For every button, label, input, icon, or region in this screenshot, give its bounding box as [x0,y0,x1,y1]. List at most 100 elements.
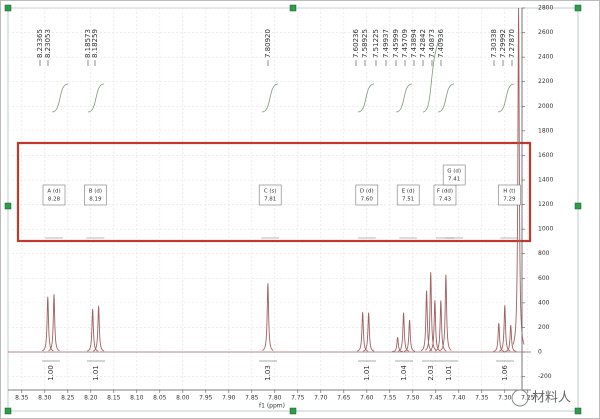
multiplet-label: B (d) [89,189,102,195]
x-tick-label: 7.25 [521,395,535,402]
y-tick-label: 1600 [538,152,553,159]
multiplet-shift: 8.28 [48,197,61,203]
peak [435,300,447,352]
peak [403,320,416,352]
y-tick-label: 1000 [538,226,553,233]
peak [397,312,410,352]
multiplet-label: F (dd) [437,189,453,195]
multiplet-box [42,184,66,206]
integral-label: 1.00 [47,365,55,381]
y-tick-label: 2400 [538,54,553,61]
peak-label: 7.58925 [361,29,369,58]
y-tick-label: -200 [538,373,552,380]
multiplet-shift: 7.60 [361,197,374,203]
y-tick-label: 2800 [538,5,553,12]
peak [440,274,452,351]
multiplet-box [442,164,466,186]
y-tick-label: 600 [538,275,550,282]
x-tick-label: 7.90 [222,395,236,402]
peak [420,290,433,352]
x-tick-label: 8.20 [84,395,98,402]
watermark-icon [511,389,529,407]
multiplet-box [84,184,107,206]
multiplet-label: G (d) [447,169,461,175]
peak [48,294,60,352]
watermark: 材料人 [532,391,571,406]
x-tick-label: 8.15 [107,395,121,402]
peak-label: 7.60236 [352,29,360,58]
peak-label: 7.51225 [372,29,380,58]
x-axis-label: f1 (ppm) [259,403,285,410]
integral-curves [51,39,515,113]
multiplet-box [355,184,379,206]
peak [505,324,517,352]
x-tick-label: 7.30 [498,395,512,402]
highlight-box [16,141,532,243]
integral-label: 1.01 [363,365,371,381]
integral-label: 1.01 [445,365,453,381]
peak-label: 7.42842 [419,29,427,58]
integral-label: 2.03 [427,365,435,381]
peak [429,300,441,352]
y-tick-label: 2200 [538,78,553,85]
peak-label: 7.40936 [437,29,445,58]
peak [493,323,505,352]
x-tick-label: 7.85 [245,395,259,402]
y-tick-label: 1400 [538,177,553,184]
peak-label: 8.18259 [91,29,99,58]
x-tick-label: 7.45 [429,395,443,402]
peak-label: 7.30338 [490,29,498,58]
peak-label: 7.45709 [401,29,409,58]
peak [86,308,99,352]
integral-label: 1.04 [400,365,408,381]
multiplet-box [498,184,521,206]
integral-label: 1.06 [501,365,509,381]
x-tick-label: 7.75 [291,395,305,402]
x-tick-label: 7.35 [475,395,489,402]
peak [362,312,375,352]
y-tick-label: 200 [538,324,550,331]
multiplet-box [258,184,282,206]
peak [512,8,525,345]
multiplet-label: H (t) [503,189,515,195]
y-tick-label: 400 [538,299,550,306]
peak-label: 7.80920 [264,29,272,58]
x-tick-label: 7.60 [360,395,374,402]
peak-label: 7.45999 [392,29,400,58]
spectrum [42,8,525,353]
x-tick-label: 8.35 [15,395,29,402]
peak-label: 8.23365 [36,29,44,58]
x-tick-label: 8.25 [61,395,75,402]
x-tick-label: 8.30 [38,395,52,402]
peak-label: 8.23053 [44,29,52,58]
multiplet-label: C (s) [264,189,277,195]
integral-label: 1.01 [92,365,100,381]
multiplet-shift: 7.43 [439,197,452,203]
y-tick-label: 0 [538,349,542,356]
x-tick-label: 7.40 [452,395,466,402]
multiplet-shift: 7.51 [402,197,414,203]
x-tick-label: 8.05 [153,395,167,402]
multiplet-label: A (d) [47,189,60,195]
peak-label: 7.49937 [382,29,390,58]
multiplet-shift: 7.29 [503,197,516,203]
peak [92,305,105,352]
x-tick-label: 7.55 [383,395,397,402]
x-tick-label: 7.70 [314,395,328,402]
integral-label: 1.03 [264,365,272,381]
y-tick-label: 1800 [538,127,553,134]
x-tick-label: 8.00 [176,395,190,402]
multiplet-shift: 7.81 [264,197,276,203]
y-tick-label: 800 [538,250,550,257]
multiplet-label: D (d) [360,189,374,195]
peak-label: 7.27870 [508,29,516,58]
peak-label: 7.43894 [410,29,418,58]
y-tick-label: 1200 [538,201,553,208]
x-tick-label: 7.65 [337,395,351,402]
x-tick-label: 7.50 [406,395,420,402]
peak-label: 8.18573 [84,29,92,58]
peak-label: 7.40873 [428,29,436,58]
multiplet-shift: 7.41 [448,177,460,183]
peak [262,283,274,351]
